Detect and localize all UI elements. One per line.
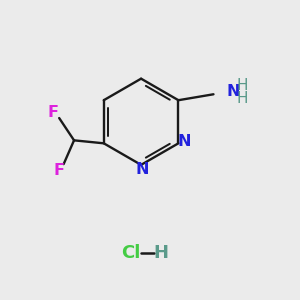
Text: F: F: [47, 105, 58, 120]
Text: N: N: [177, 134, 190, 149]
Text: N: N: [226, 84, 239, 99]
Text: H: H: [154, 244, 169, 262]
Text: H: H: [237, 78, 248, 93]
Text: H: H: [237, 91, 248, 106]
Text: F: F: [54, 163, 65, 178]
Text: Cl: Cl: [121, 244, 140, 262]
Text: N: N: [136, 162, 149, 177]
